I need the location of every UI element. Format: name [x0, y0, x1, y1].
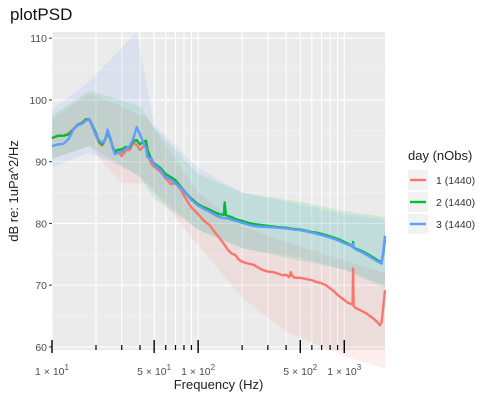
x-tick-exponent: 2: [313, 363, 318, 372]
series-line-3: [51, 117, 387, 265]
x-tick-exponent: 3: [357, 363, 362, 372]
y-tick-label: 70: [35, 280, 47, 292]
y-axis: 60 70 80 90 100 110: [29, 33, 52, 354]
legend-label-2: 2 (1440): [436, 197, 475, 209]
x-tick-base: 1 × 10: [327, 366, 357, 378]
chart-title: plotPSD: [10, 5, 72, 24]
x-tick-base: 5 × 10: [137, 366, 167, 378]
x-tick-label: 5 × 101: [137, 363, 172, 378]
x-tick-base: 1 × 10: [35, 366, 65, 378]
x-tick-label: 5 × 102: [283, 363, 318, 378]
series-lines: [51, 117, 387, 327]
x-tick-base: 5 × 10: [283, 366, 313, 378]
x-axis-title: Frequency (Hz): [174, 377, 264, 392]
x-tick-exponent: 1: [65, 363, 70, 372]
legend: day (nObs) 1 (1440) 2 (1440) 3 (1440): [408, 148, 475, 234]
y-tick-label: 80: [35, 218, 47, 230]
x-axis: 1 × 101 5 × 101 1 × 102 5 × 102 1 × 103: [35, 340, 362, 378]
x-tick-label: 1 × 103: [327, 363, 362, 378]
grid-lines: [51, 32, 385, 350]
legend-label-3: 3 (1440): [436, 219, 475, 231]
x-tick-exponent: 1: [167, 363, 172, 372]
x-tick-label: 1 × 102: [181, 363, 216, 378]
x-tick-base: 1 × 10: [181, 366, 211, 378]
y-tick-label: 100: [29, 95, 47, 107]
y-tick-label: 110: [30, 33, 47, 45]
y-tick-label: 90: [35, 157, 47, 169]
y-tick-label: 60: [35, 342, 47, 354]
ribbon-1: [52, 93, 385, 369]
x-tick-label: 1 × 101: [35, 363, 70, 378]
ribbon-3: [52, 32, 385, 286]
x-tick-exponent: 2: [211, 363, 216, 372]
plot-panel: [52, 32, 385, 350]
y-axis-title: dB re: 1uPa^2/Hz: [6, 140, 21, 242]
legend-title: day (nObs): [408, 148, 472, 163]
legend-label-1: 1 (1440): [436, 175, 475, 187]
